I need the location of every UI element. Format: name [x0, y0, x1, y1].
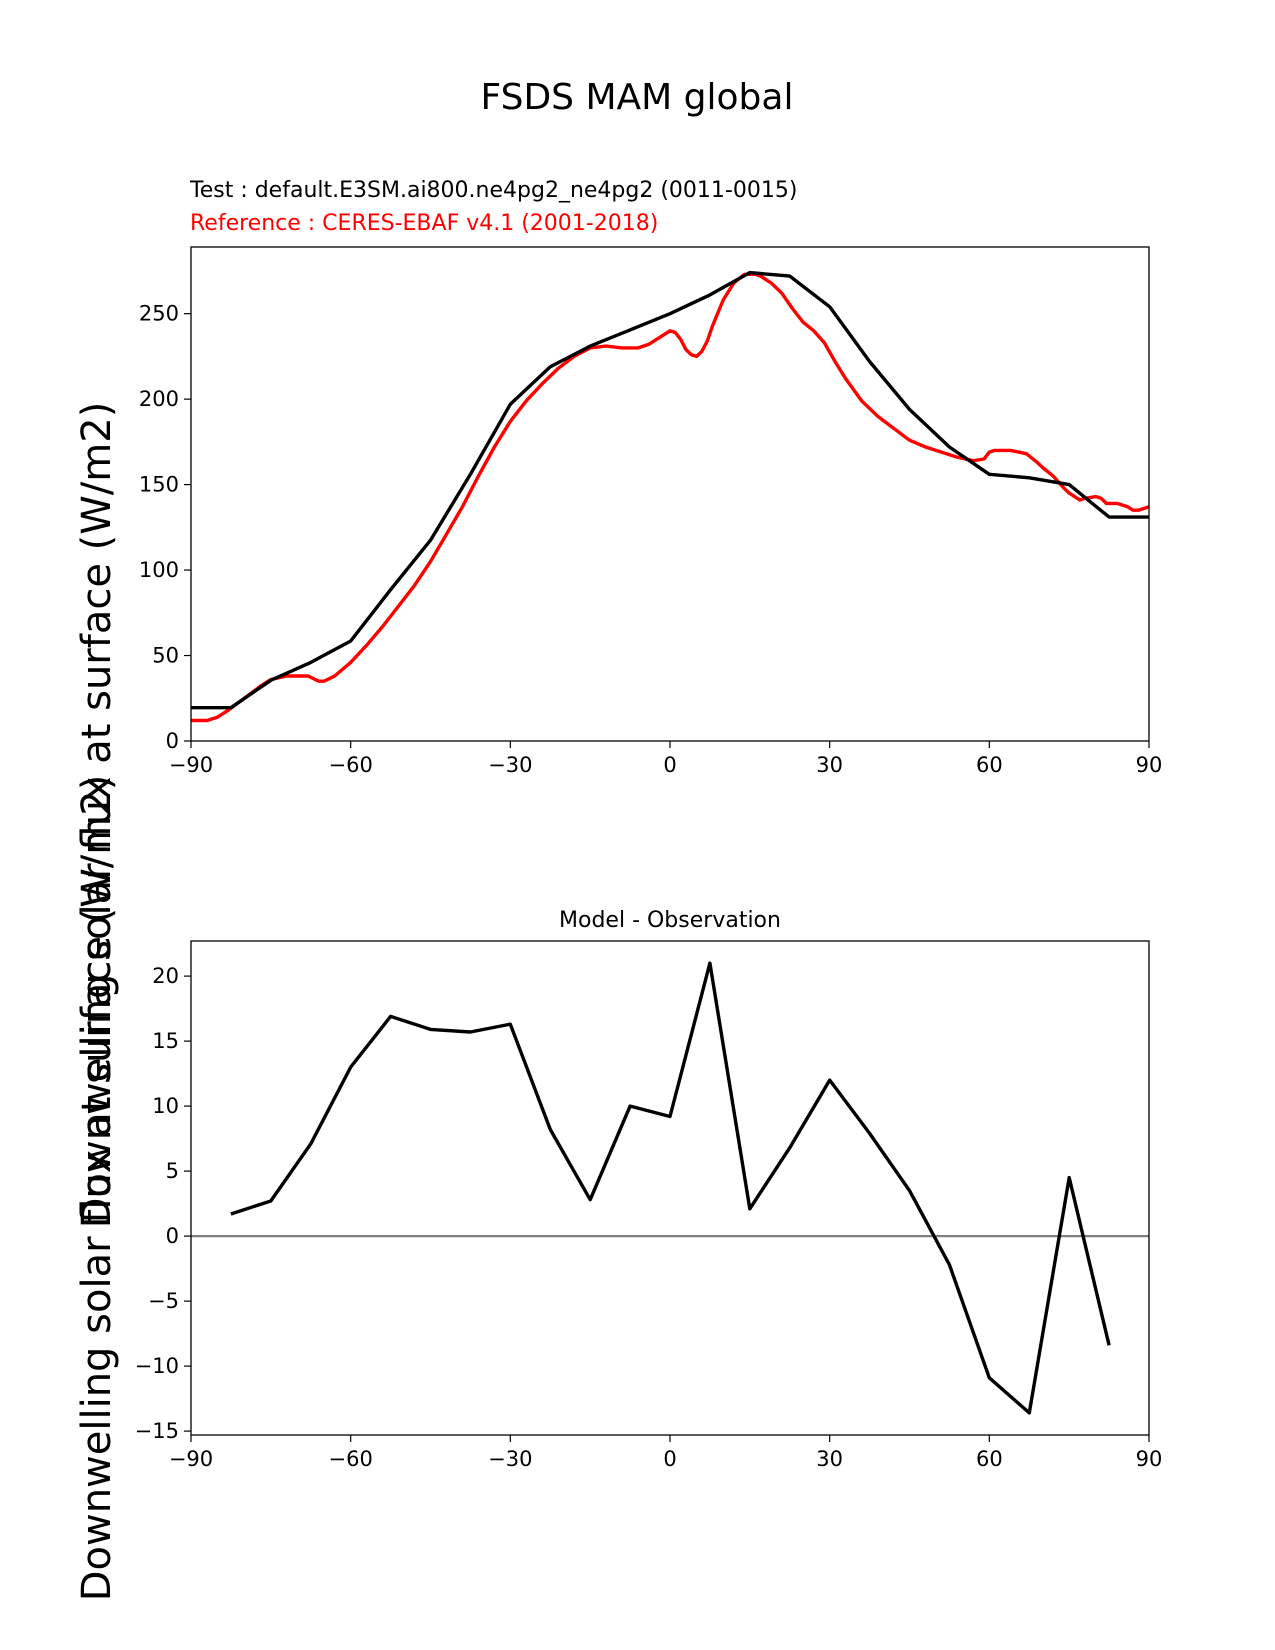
- top-y-tick-label: 250: [139, 302, 179, 326]
- bottom-x-tick-label: −60: [329, 1447, 373, 1471]
- bottom-x-tick-label: 60: [976, 1447, 1003, 1471]
- bottom-y-tick-label: −15: [135, 1419, 179, 1443]
- bottom-y-tick-label: 10: [152, 1094, 179, 1118]
- top-y-axis-label: Downwelling solar flux at surface (W/m2): [74, 402, 120, 1229]
- bottom-x-tick-label: −30: [488, 1447, 532, 1471]
- top-y-tick-label: 50: [152, 644, 179, 668]
- bottom-y-tick-label: 0: [166, 1224, 179, 1248]
- top-x-tick-label: −60: [329, 753, 373, 777]
- top-x-tick-label: 0: [663, 753, 676, 777]
- top-x-tick-label: −30: [488, 753, 532, 777]
- difference-title: Model - Observation: [559, 908, 781, 933]
- reference-label: Reference : CERES-EBAF v4.1 (2001-2018): [190, 211, 658, 236]
- bottom-x-tick-label: 30: [816, 1447, 843, 1471]
- bottom-x-tick-label: 0: [663, 1447, 676, 1471]
- top-y-tick-label: 100: [139, 558, 179, 582]
- bottom-y-tick-label: 20: [152, 964, 179, 988]
- bottom-series-line-0: [230, 961, 1111, 1415]
- top-x-tick-label: −90: [169, 753, 213, 777]
- bottom-y-tick-label: 15: [152, 1029, 179, 1053]
- top-y-tick-label: 150: [139, 473, 179, 497]
- panel-difference: Model - Observation −90 −60 −30 0 30 60 90−15−…: [135, 908, 1163, 1471]
- top-x-tick-label: 90: [1136, 753, 1163, 777]
- bottom-y-tick-label: −5: [148, 1289, 179, 1313]
- test-label: Test : default.E3SM.ai800.ne4pg2_ne4pg2 …: [189, 178, 797, 203]
- top-axes-frame: [190, 246, 1150, 742]
- top-x-tick-label: 60: [976, 753, 1003, 777]
- bottom-plot-area: −90 −60 −30 0 30 60 90 −15 −10 −5 0 5 10 15 20: [135, 961, 1163, 1471]
- bottom-x-tick-label: 90: [1136, 1447, 1163, 1471]
- top-series-line-0: [191, 272, 1150, 723]
- figure-title: FSDS MAM global: [481, 77, 794, 118]
- bottom-y-tick-label: −10: [135, 1354, 179, 1378]
- top-plot-area: −90 −60 −30 0 30 60 90 0 50 100 150 200 250: [139, 270, 1163, 777]
- top-series-line-1: [191, 270, 1149, 710]
- bottom-y-axis-label: Downwelling solar flux at surface (W/m2): [74, 775, 120, 1602]
- top-y-tick-label: 200: [139, 387, 179, 411]
- bottom-y-tick-label: 5: [166, 1159, 179, 1183]
- bottom-x-tick-label: −90: [169, 1447, 213, 1471]
- bottom-axes-frame: [190, 940, 1150, 1436]
- panel-flux-comparison: Test : default.E3SM.ai800.ne4pg2_ne4pg2 …: [139, 178, 1162, 777]
- top-x-tick-label: 30: [816, 753, 843, 777]
- top-y-tick-label: 0: [166, 729, 179, 753]
